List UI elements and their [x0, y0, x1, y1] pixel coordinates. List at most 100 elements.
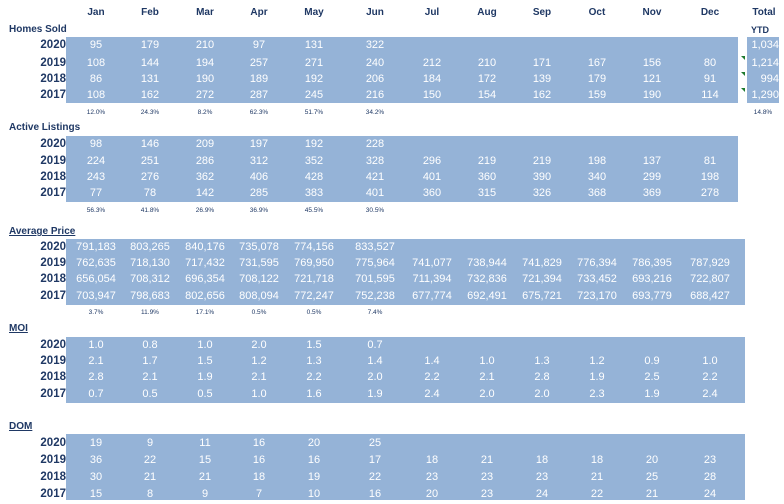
change-pct-apr: 62.3%: [249, 109, 269, 116]
cell-jul: 212: [422, 57, 442, 69]
cell-jun: 228: [365, 138, 385, 150]
cell-jan: 108: [86, 57, 106, 69]
change-pct-jan: 12.0%: [86, 109, 106, 116]
cell-total: 1,034: [751, 39, 779, 51]
cell-apr: 312: [249, 155, 269, 167]
cell-jan: 86: [89, 73, 103, 85]
cell-jul: 401: [422, 171, 442, 183]
cell-may: 2.2: [306, 371, 322, 383]
cell-jan: 243: [86, 171, 106, 183]
cell-apr: 708,122: [239, 273, 279, 285]
cell-apr: 1.2: [251, 355, 267, 367]
month-header-oct: Oct: [588, 7, 606, 18]
year-label: 2020: [40, 437, 66, 449]
cell-feb: 276: [140, 171, 160, 183]
cell-may: 721,718: [294, 273, 334, 285]
cell-dec: 722,807: [690, 273, 730, 285]
cell-mar: 142: [195, 187, 215, 199]
cell-sep: 24: [535, 488, 549, 500]
cell-mar: 272: [195, 89, 215, 101]
cell-apr: 16: [252, 437, 266, 449]
cell-jul: 2.2: [424, 371, 440, 383]
cell-jul: 20: [425, 488, 439, 500]
cell-apr: 406: [249, 171, 269, 183]
change-pct-jun: 34.2%: [365, 109, 385, 116]
data-band: [66, 434, 745, 500]
cell-feb: 708,312: [130, 273, 170, 285]
cell-mar: 362: [195, 171, 215, 183]
cell-sep: 390: [532, 171, 552, 183]
month-header-sep: Sep: [532, 7, 552, 18]
cell-oct: 340: [587, 171, 607, 183]
year-label: 2020: [40, 339, 66, 351]
cell-jan: 0.7: [88, 388, 104, 400]
cell-dec: 80: [703, 57, 717, 69]
cell-sep: 2.8: [534, 371, 550, 383]
cell-apr: 2.0: [251, 339, 267, 351]
cell-may: 131: [304, 39, 324, 51]
year-label: 2017: [40, 488, 66, 500]
change-pct-jun: 30.5%: [365, 207, 385, 214]
cell-feb: 9: [146, 437, 154, 449]
cell-nov: 21: [645, 488, 659, 500]
cell-feb: 144: [140, 57, 160, 69]
cell-dec: 2.4: [702, 388, 718, 400]
cell-aug: 23: [480, 488, 494, 500]
cell-dec: 23: [703, 454, 717, 466]
cell-oct: 198: [587, 155, 607, 167]
cell-apr: 97: [252, 39, 266, 51]
cell-mar: 209: [195, 138, 215, 150]
cell-jun: 206: [365, 73, 385, 85]
cell-nov: 25: [645, 471, 659, 483]
cell-jan: 15: [89, 488, 103, 500]
change-pct-mar: 17.1%: [195, 309, 215, 316]
cell-apr: 285: [249, 187, 269, 199]
cell-jul: 184: [422, 73, 442, 85]
cell-feb: 798,683: [130, 290, 170, 302]
cell-aug: 23: [480, 471, 494, 483]
cell-may: 428: [304, 171, 324, 183]
cell-sep: 721,394: [522, 273, 562, 285]
cell-jan: 2.8: [88, 371, 104, 383]
cell-apr: 197: [249, 138, 269, 150]
cell-feb: 251: [140, 155, 160, 167]
cell-may: 245: [304, 89, 324, 101]
month-header-feb: Feb: [141, 7, 159, 18]
section-title: Homes Sold: [9, 24, 67, 35]
data-band: [66, 136, 738, 202]
year-label: 2018: [40, 73, 66, 85]
month-header-jun: Jun: [366, 7, 384, 18]
cell-aug: 172: [477, 73, 497, 85]
cell-jun: 240: [365, 57, 385, 69]
cell-jan: 2.1: [88, 355, 104, 367]
comment-indicator: [741, 56, 745, 60]
cell-sep: 139: [532, 73, 552, 85]
cell-sep: 18: [535, 454, 549, 466]
cell-aug: 219: [477, 155, 497, 167]
cell-nov: 0.9: [644, 355, 660, 367]
cell-feb: 0.8: [142, 339, 158, 351]
cell-apr: 7: [255, 488, 263, 500]
cell-aug: 738,944: [467, 257, 507, 269]
cell-apr: 735,078: [239, 241, 279, 253]
cell-oct: 1.2: [589, 355, 605, 367]
cell-jun: 17: [368, 454, 382, 466]
year-label: 2017: [40, 89, 66, 101]
cell-jul: 677,774: [412, 290, 452, 302]
comment-indicator: [741, 72, 745, 76]
cell-mar: 286: [195, 155, 215, 167]
cell-jun: 322: [365, 39, 385, 51]
cell-may: 19: [307, 471, 321, 483]
cell-may: 192: [304, 73, 324, 85]
cell-jun: 1.9: [367, 388, 383, 400]
cell-apr: 16: [252, 454, 266, 466]
year-label: 2019: [40, 355, 66, 367]
change-pct-jan: 56.3%: [86, 207, 106, 214]
cell-jul: 741,077: [412, 257, 452, 269]
comment-indicator: [741, 88, 745, 92]
cell-may: 1.6: [306, 388, 322, 400]
cell-apr: 189: [249, 73, 269, 85]
cell-jan: 98: [89, 138, 103, 150]
total-band: [747, 37, 779, 103]
cell-dec: 91: [703, 73, 717, 85]
